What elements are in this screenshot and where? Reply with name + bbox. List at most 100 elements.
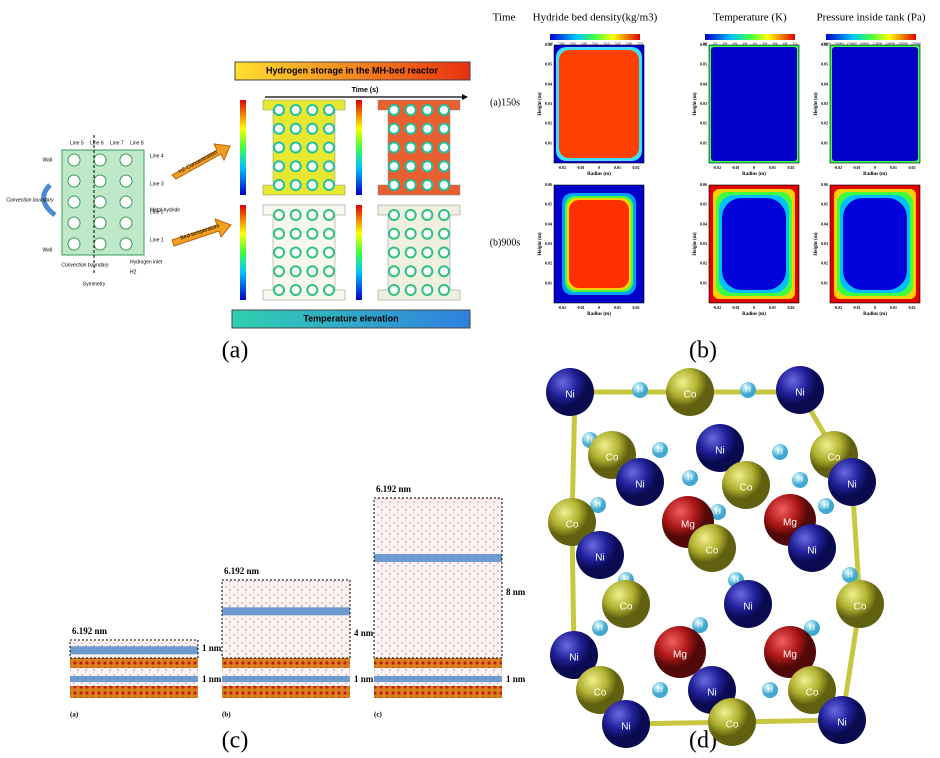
- label: H2-Concentration: [178, 150, 219, 176]
- atom: [828, 458, 876, 506]
- contour-hole: [289, 160, 302, 173]
- atom: [788, 524, 836, 572]
- colorbar: [240, 205, 246, 300]
- atom-label: Ni: [795, 388, 804, 399]
- column-header: Hydride bed density(kg/m3): [533, 12, 658, 24]
- atom-label: Co: [706, 546, 719, 557]
- colorbar-tick: 230000: [886, 42, 896, 46]
- contour-hole: [289, 179, 302, 191]
- convection-arrow: [41, 183, 57, 217]
- atom-label: Ni: [635, 480, 644, 491]
- schematic-hole: [67, 174, 81, 188]
- y-tick-label: 0.02: [821, 261, 828, 266]
- gap-label: 4 nm: [354, 628, 374, 638]
- hydrogen-atom: [710, 504, 726, 520]
- x-tick-label: 0.02: [909, 305, 916, 310]
- label: Time: [493, 12, 516, 24]
- contour-region: [843, 198, 907, 290]
- sublabel: (b): [222, 711, 231, 719]
- plot-frame: [553, 184, 645, 304]
- x-tick-label: -0.02: [558, 305, 566, 310]
- ion-layer: [70, 646, 198, 655]
- contour-hole: [323, 122, 335, 135]
- atom-label: Ni: [621, 722, 630, 733]
- y-tick-label: 0.06: [700, 182, 707, 187]
- y-tick-label: 0.06: [700, 42, 707, 47]
- colorbar-tick: 170000: [847, 42, 857, 46]
- atom: [548, 498, 596, 546]
- atom: [602, 700, 650, 748]
- atom-label: Co: [620, 602, 633, 613]
- contour-hole: [438, 104, 450, 116]
- atom-label: Ni: [569, 653, 578, 664]
- atom: [654, 626, 706, 678]
- y-axis-label: Height (m): [538, 232, 543, 256]
- schematic-hole: [67, 195, 81, 209]
- contour-hole: [421, 209, 434, 221]
- colorbar-tick: 210000: [873, 42, 883, 46]
- atom-label: Ni: [847, 480, 856, 491]
- x-tick-label: 0.02: [909, 165, 916, 170]
- x-tick-label: -0.02: [834, 165, 842, 170]
- atom-label: Ni: [715, 446, 724, 457]
- x-tick-label: 0.02: [788, 305, 795, 310]
- y-tick-label: 0.02: [545, 261, 552, 266]
- contour-hole: [404, 246, 417, 259]
- contour-hole: [404, 141, 417, 154]
- contour-hole: [323, 209, 335, 221]
- y-tick-label: 0.05: [821, 202, 828, 207]
- x-tick-label: 0: [874, 165, 876, 170]
- contour-hole: [388, 227, 400, 240]
- contour-hole: [289, 122, 302, 135]
- x-axis-label: Radius (m): [863, 172, 887, 177]
- y-tick-label: 0.01: [545, 280, 552, 285]
- row-label: (a)150s: [490, 97, 520, 108]
- slab: [70, 686, 198, 698]
- atom: [688, 524, 736, 572]
- ion-layer: [222, 676, 350, 682]
- colorbar: [705, 34, 795, 40]
- contour-hole: [323, 284, 335, 296]
- water-region: [222, 580, 350, 658]
- colorbar-tick: 291: [713, 42, 718, 46]
- x-axis-label: Radius (m): [587, 312, 611, 317]
- x-tick-label: 0.01: [769, 305, 776, 310]
- atom-label: Co: [594, 688, 607, 699]
- label: Hydrogen inlet: [130, 259, 163, 265]
- label: H2: [130, 269, 137, 275]
- x-tick-label: 0: [598, 165, 600, 170]
- y-tick-label: 0.06: [545, 42, 552, 47]
- contour-hole: [421, 104, 434, 116]
- atom-label: Ni: [807, 546, 816, 557]
- y-tick-label: 0.02: [700, 261, 707, 266]
- slab: [222, 658, 350, 668]
- ion-layer: [70, 676, 198, 682]
- contour-hole: [421, 227, 434, 240]
- contour-hole: [306, 141, 319, 154]
- label: Convection boundary: [61, 262, 109, 268]
- banner-title: Hydrogen storage in the MH-bed reactor: [266, 65, 439, 75]
- contour-hole: [289, 246, 302, 259]
- contour-hole: [306, 209, 319, 221]
- schematic-hole: [93, 195, 107, 209]
- colorbar-tick: 7230: [614, 42, 621, 46]
- y-tick-label: 0.02: [545, 121, 552, 126]
- contour-region: [722, 198, 786, 290]
- atom-label: H: [809, 623, 815, 632]
- contour-hole: [323, 246, 335, 259]
- y-tick-label: 0.04: [821, 81, 828, 86]
- atom: [764, 626, 816, 678]
- footer-title: Temperature elevation: [303, 313, 398, 323]
- atom: [708, 698, 756, 746]
- atom: [776, 366, 824, 414]
- atom-label: H: [823, 501, 829, 510]
- y-axis-label: Height (m): [693, 92, 698, 116]
- hydrogen-atom: [792, 472, 808, 488]
- contour-hole: [388, 209, 400, 221]
- y-tick-label: 0.05: [545, 62, 552, 67]
- slab: [70, 658, 198, 668]
- atom: [550, 631, 598, 679]
- contour-hole: [388, 284, 400, 296]
- schematic-hole: [119, 174, 133, 188]
